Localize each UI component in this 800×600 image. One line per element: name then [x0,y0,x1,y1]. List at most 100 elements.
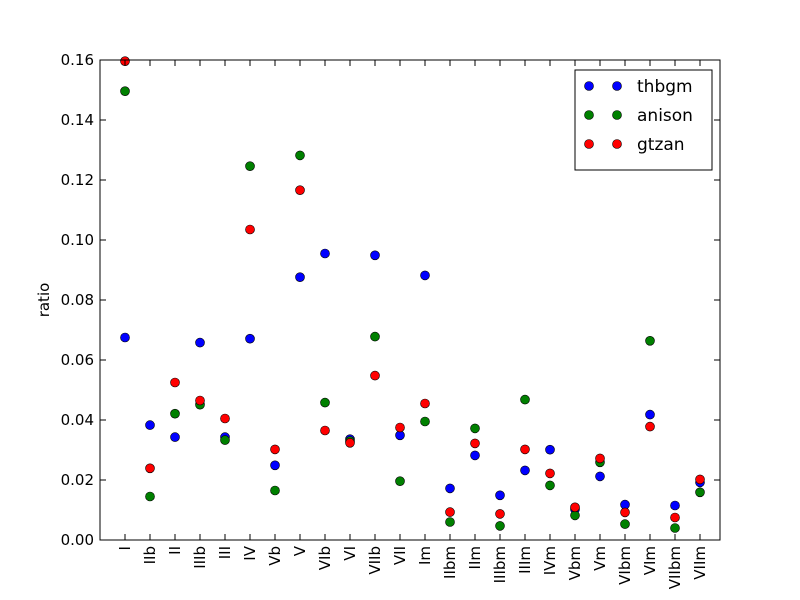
data-point-gtzan [445,507,455,517]
x-tick-label: VIbm [616,546,634,585]
legend-marker-thbgm [584,81,594,91]
data-point-anison [495,521,505,531]
data-point-anison [220,435,230,445]
data-point-anison [120,86,130,96]
y-tick-label: 0.08 [61,291,94,309]
legend-label-anison: anison [637,106,693,126]
data-point-anison [445,517,455,527]
x-tick-label: I [116,546,134,550]
x-tick-label: IIm [466,546,484,569]
data-point-thbgm [645,409,655,420]
x-tick-label: VIm [641,546,659,575]
x-tick-label: IV [241,545,259,560]
data-point-anison [695,487,705,498]
data-point-anison [545,480,555,491]
data-point-anison [170,408,180,419]
y-tick-label: 0.14 [61,111,94,129]
y-axis-label: ratio [35,283,53,318]
data-point-thbgm [195,337,205,348]
x-axis: I IIb II IIIb III IV Vb V VIb VI VIIb VII Im IIbm IIm I… [116,60,709,589]
data-point-anison [570,510,580,521]
data-point-gtzan [295,185,305,195]
data-point-thbgm [120,332,130,343]
x-tick-label: III [216,546,234,559]
data-point-gtzan [345,437,355,448]
data-point-thbgm [145,420,155,430]
x-tick-label: IIbm [441,546,459,579]
legend-box [574,69,713,171]
data-point-thbgm [520,465,530,476]
data-point-anison [670,523,680,533]
chart-marks [120,56,705,533]
data-point-anison [370,331,380,342]
data-point-thbgm [470,450,480,461]
legend-marker-anison [612,110,622,120]
x-tick-label: II [166,546,184,555]
data-point-thbgm [545,444,555,455]
data-point-thbgm [320,248,330,259]
x-tick-label: Vb [266,546,284,566]
x-tick-label: IIb [141,546,159,564]
data-point-gtzan [195,395,205,406]
data-point-thbgm [245,333,255,344]
data-point-gtzan [570,502,580,513]
data-point-anison [245,161,255,171]
data-point-gtzan [595,453,605,464]
x-tick-label: VIIbm [666,546,684,589]
data-point-gtzan [695,474,705,485]
data-point-anison [395,476,405,487]
x-tick-label: Vm [591,546,609,571]
x-tick-label: VIIb [366,546,384,575]
data-point-thbgm [670,500,680,511]
x-tick-label: IIIbm [491,546,509,583]
data-point-gtzan [170,377,180,388]
data-point-gtzan [270,444,280,455]
y-tick-label: 0.16 [61,51,94,69]
data-point-gtzan [470,438,480,449]
data-point-gtzan [320,425,330,436]
y-tick-label: 0.06 [61,351,94,369]
data-point-anison [295,150,305,161]
data-point-anison [420,416,430,427]
x-tick-label: V [291,545,309,556]
data-point-anison [145,491,155,502]
y-tick-label: 0.12 [61,171,94,189]
x-tick-label: VI [341,546,359,561]
legend-marker-gtzan [584,139,594,149]
data-point-thbgm [420,270,430,281]
data-point-gtzan [670,512,680,523]
x-tick-label: IVm [541,546,559,575]
legend-marker-thbgm [612,81,622,91]
y-tick-label: 0.00 [61,531,94,549]
data-point-thbgm [170,432,180,442]
data-point-anison [470,423,480,434]
data-point-anison [520,394,530,405]
data-point-thbgm [445,483,455,494]
data-point-gtzan [620,507,630,518]
data-point-thbgm [495,490,505,501]
x-tick-label: Im [416,546,434,565]
data-point-gtzan [370,370,380,381]
legend-marker-gtzan [612,139,622,149]
x-tick-label: VII [391,546,409,565]
data-point-thbgm [270,460,280,471]
data-point-gtzan [245,224,255,235]
y-tick-label: 0.02 [61,471,94,489]
data-point-anison [270,485,280,496]
legend-label-gtzan: gtzan [637,135,685,155]
data-point-gtzan [220,413,230,424]
data-point-gtzan [495,509,505,519]
data-point-gtzan [145,463,155,474]
y-tick-label: 0.10 [61,231,94,249]
x-tick-label: IIIm [516,546,534,574]
data-point-thbgm [295,272,305,283]
x-tick-label: IIIb [191,546,209,569]
data-point-thbgm [370,250,380,261]
data-point-gtzan [545,468,555,479]
data-point-gtzan [395,422,405,433]
data-point-anison [645,335,655,346]
y-axis: 0.00 0.02 0.04 0.06 0.08 0.10 0.12 0.14 0.16 [61,51,720,549]
legend: thbgm anison gtzan [574,69,713,171]
data-point-thbgm [595,471,605,482]
